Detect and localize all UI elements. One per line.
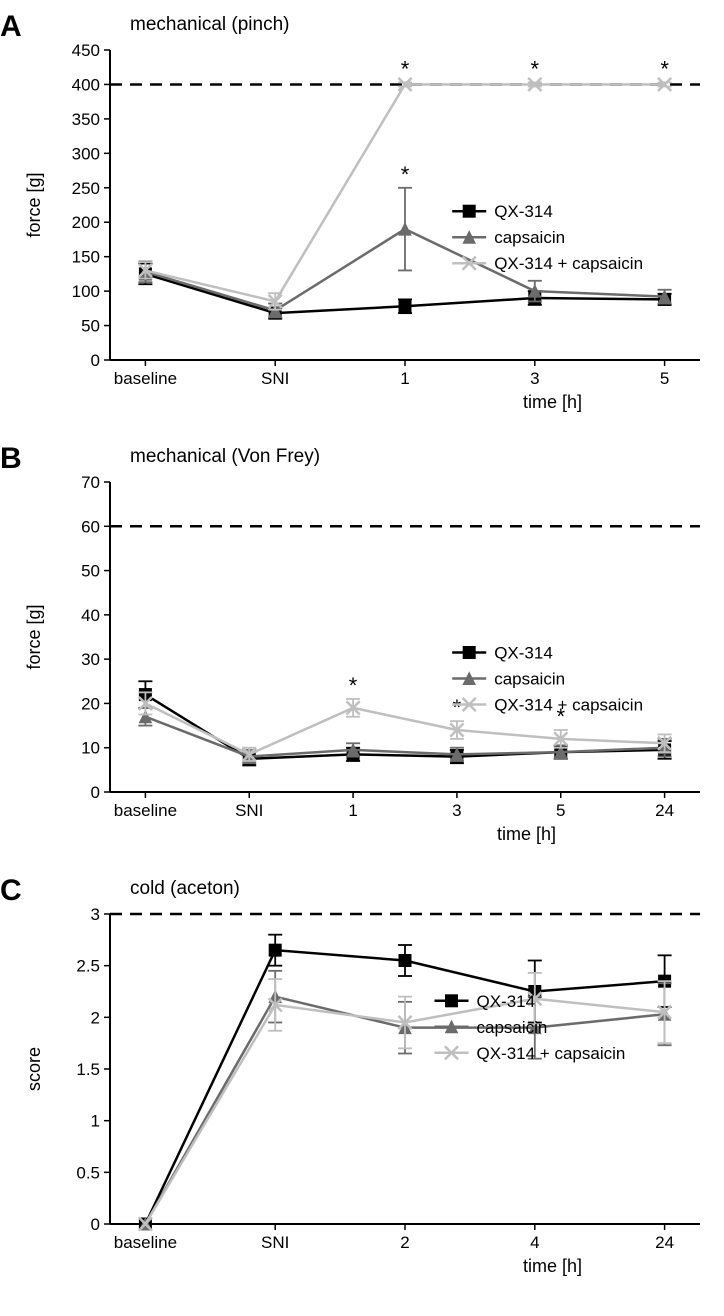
xtick-label: 24: [655, 1233, 674, 1252]
legend-label-combo: QX-314 + capsaicin: [494, 696, 643, 715]
xtick-label: 24: [655, 801, 674, 820]
legend-label-combo: QX-314 + capsaicin: [477, 1044, 626, 1063]
series-line-capsaicin: [145, 717, 664, 757]
panel-letter-A: A: [0, 10, 22, 44]
significance-marker: *: [660, 56, 669, 81]
significance-marker: *: [349, 673, 358, 698]
xlabel: time [h]: [523, 392, 582, 412]
xtick-label: SNI: [261, 369, 289, 388]
ylabel: force [g]: [24, 604, 44, 669]
ytick-label: 20: [81, 694, 100, 713]
ytick-label: 300: [72, 144, 100, 163]
xtick-label: SNI: [261, 1233, 289, 1252]
ytick-label: 40: [81, 606, 100, 625]
ylabel: force [g]: [24, 172, 44, 237]
panel-title-A: mechanical (pinch): [130, 14, 289, 36]
xtick-label: 5: [660, 369, 669, 388]
legend-label-capsaicin: capsaicin: [494, 228, 565, 247]
ytick-label: 150: [72, 248, 100, 267]
xtick-label: 4: [530, 1233, 539, 1252]
legend-label-qx314: QX-314: [494, 644, 553, 663]
legend-label-combo: QX-314 + capsaicin: [494, 254, 643, 273]
ytick-label: 350: [72, 110, 100, 129]
legend-label-qx314: QX-314: [494, 202, 553, 221]
xtick-label: baseline: [114, 801, 177, 820]
legend-label-qx314: QX-314: [477, 992, 536, 1011]
ytick-label: 3: [91, 905, 100, 924]
ytick-label: 400: [72, 75, 100, 94]
significance-marker: *: [453, 695, 462, 720]
ylabel: score: [24, 1047, 44, 1091]
ytick-label: 60: [81, 517, 100, 536]
ytick-label: 0: [91, 1215, 100, 1234]
ytick-label: 200: [72, 213, 100, 232]
ytick-label: 2: [91, 1008, 100, 1027]
ytick-label: 30: [81, 650, 100, 669]
ytick-label: 100: [72, 282, 100, 301]
xtick-label: 1: [400, 369, 409, 388]
xtick-label: 1: [348, 801, 357, 820]
ytick-label: 1.5: [76, 1060, 100, 1079]
ytick-label: 70: [81, 473, 100, 492]
ytick-label: 10: [81, 739, 100, 758]
xtick-label: 2: [400, 1233, 409, 1252]
xtick-label: baseline: [114, 369, 177, 388]
panel-letter-B: B: [0, 442, 22, 476]
ytick-label: 0.5: [76, 1163, 100, 1182]
ytick-label: 50: [81, 562, 100, 581]
panel-C: 00.511.522.53baselineSNI2424time [h]scor…: [0, 874, 724, 1294]
ytick-label: 250: [72, 179, 100, 198]
xlabel: time [h]: [523, 1256, 582, 1276]
significance-marker: *: [401, 56, 410, 81]
xlabel: time [h]: [497, 824, 556, 844]
legend-label-capsaicin: capsaicin: [494, 670, 565, 689]
xtick-label: baseline: [114, 1233, 177, 1252]
xtick-label: 5: [556, 801, 565, 820]
panel-title-B: mechanical (Von Frey): [130, 446, 320, 468]
legend-label-capsaicin: capsaicin: [477, 1018, 548, 1037]
xtick-label: 3: [530, 369, 539, 388]
significance-marker: *: [401, 162, 410, 187]
ytick-label: 2.5: [76, 957, 100, 976]
panel-B: 0 10 20 30 40 50 60 70 baseline SNI 1 3 5 24 time [h] f…: [0, 442, 724, 862]
ytick-label: 0: [91, 783, 100, 802]
panel-A: 0 50 100 150 200 250 300 350 400 450 baseline SNI 1 3…: [0, 10, 724, 430]
xtick-label: 3: [452, 801, 461, 820]
ytick-label: 0: [91, 351, 100, 370]
xtick-label: SNI: [235, 801, 263, 820]
ytick-label: 50: [81, 317, 100, 336]
ytick-label: 450: [72, 41, 100, 60]
panel-letter-C: C: [0, 874, 22, 908]
panel-title-C: cold (aceton): [130, 878, 240, 900]
ytick-label: 1: [91, 1112, 100, 1131]
significance-marker: *: [531, 56, 540, 81]
